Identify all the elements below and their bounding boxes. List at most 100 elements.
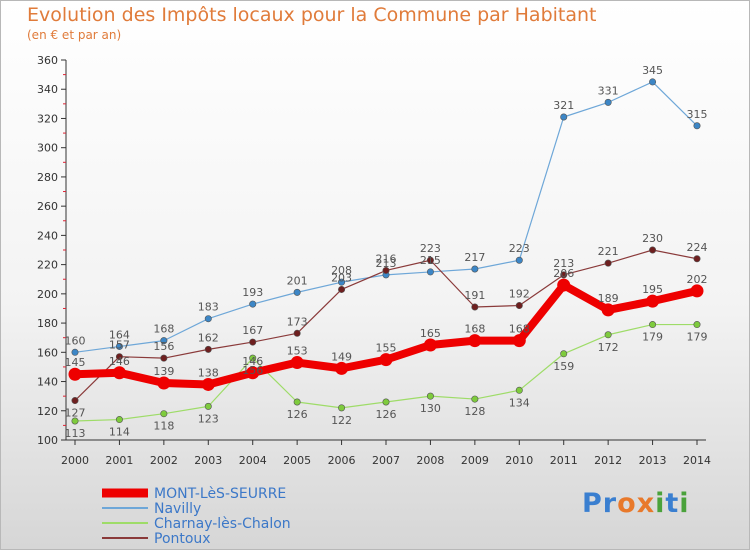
- x-tick-label: 2002: [150, 454, 178, 467]
- data-label: 179: [687, 331, 708, 344]
- data-point: [246, 366, 260, 380]
- x-tick-label: 2005: [283, 454, 311, 467]
- data-point: [471, 303, 479, 311]
- data-label: 208: [331, 264, 352, 277]
- x-tick-label: 2004: [239, 454, 267, 467]
- data-point: [693, 122, 701, 130]
- data-point: [160, 410, 168, 418]
- data-label: 164: [109, 328, 130, 341]
- data-point: [382, 398, 390, 406]
- data-label: 130: [420, 402, 441, 415]
- data-point: [379, 353, 393, 367]
- data-label: 134: [509, 396, 530, 409]
- y-tick-label: 280: [37, 171, 58, 184]
- data-label: 146: [242, 355, 263, 368]
- data-label: 195: [642, 283, 663, 296]
- data-label: 191: [464, 289, 485, 302]
- data-point: [249, 354, 257, 362]
- data-point: [71, 348, 79, 356]
- data-point: [515, 256, 523, 264]
- data-label: 123: [198, 412, 219, 425]
- data-point: [382, 266, 390, 274]
- data-label: 345: [642, 64, 663, 77]
- y-tick-label: 160: [37, 346, 58, 359]
- data-point: [293, 398, 301, 406]
- data-point: [201, 377, 215, 391]
- x-tick-label: 2013: [639, 454, 667, 467]
- data-point: [335, 361, 349, 375]
- data-point: [338, 404, 346, 412]
- data-point: [204, 402, 212, 410]
- data-point: [426, 256, 434, 264]
- data-point: [249, 338, 257, 346]
- data-label: 146: [109, 355, 130, 368]
- x-tick-label: 2006: [328, 454, 356, 467]
- data-point: [115, 353, 123, 361]
- data-label: 160: [65, 334, 86, 347]
- data-label: 215: [420, 254, 441, 267]
- data-label: 138: [198, 366, 219, 379]
- y-tick-label: 260: [37, 200, 58, 213]
- data-point: [249, 300, 257, 308]
- data-label: 168: [464, 323, 485, 336]
- data-label: 230: [642, 232, 663, 245]
- data-point: [426, 268, 434, 276]
- data-point: [560, 113, 568, 121]
- x-tick-label: 2010: [505, 454, 533, 467]
- data-label: 156: [242, 364, 263, 377]
- data-point: [290, 356, 304, 370]
- data-label: 155: [376, 342, 397, 355]
- data-point: [471, 395, 479, 403]
- y-tick-label: 240: [37, 229, 58, 242]
- data-point: [115, 416, 123, 424]
- data-point: [293, 329, 301, 337]
- data-point: [601, 303, 615, 317]
- data-point: [71, 397, 79, 405]
- data-label: 183: [198, 301, 219, 314]
- data-point: [515, 302, 523, 310]
- legend-label: Navilly: [154, 501, 201, 517]
- data-point: [71, 417, 79, 425]
- data-label: 321: [553, 99, 574, 112]
- x-tick-label: 2007: [372, 454, 400, 467]
- x-tick-label: 2014: [683, 454, 711, 467]
- data-label: 201: [287, 274, 308, 287]
- data-label: 331: [598, 84, 619, 97]
- data-label: 153: [287, 345, 308, 358]
- data-point: [68, 367, 82, 381]
- series-mont-l-s-seurre: [68, 278, 704, 391]
- data-point: [515, 386, 523, 394]
- data-label: 149: [331, 350, 352, 363]
- data-point: [115, 342, 123, 350]
- data-point: [204, 315, 212, 323]
- data-label: 159: [553, 360, 574, 373]
- data-label: 139: [153, 365, 174, 378]
- data-point: [157, 376, 171, 390]
- data-label: 162: [198, 331, 219, 344]
- data-label: 118: [153, 420, 174, 433]
- x-tick-label: 2009: [461, 454, 489, 467]
- proxiti-logo: Proxiti: [582, 488, 690, 519]
- legend-label: MONT-LèS-SEURRE: [154, 486, 286, 502]
- data-label: 156: [153, 340, 174, 353]
- data-label: 145: [65, 356, 86, 369]
- data-label: 193: [242, 286, 263, 299]
- data-label: 165: [420, 327, 441, 340]
- data-label: 202: [687, 273, 708, 286]
- data-label: 126: [376, 408, 397, 421]
- data-point: [338, 278, 346, 286]
- data-label: 216: [376, 252, 397, 265]
- data-label: 315: [687, 108, 708, 121]
- data-label: 157: [109, 339, 130, 352]
- data-point: [604, 259, 612, 267]
- chart-subtitle: (en € et par an): [27, 28, 122, 42]
- data-label: 206: [553, 267, 574, 280]
- data-point: [160, 337, 168, 345]
- data-label: 189: [598, 292, 619, 305]
- x-tick-label: 2000: [61, 454, 89, 467]
- y-tick-label: 120: [37, 405, 58, 418]
- data-label: 213: [553, 257, 574, 270]
- data-label: 172: [598, 341, 619, 354]
- data-label: 224: [687, 241, 708, 254]
